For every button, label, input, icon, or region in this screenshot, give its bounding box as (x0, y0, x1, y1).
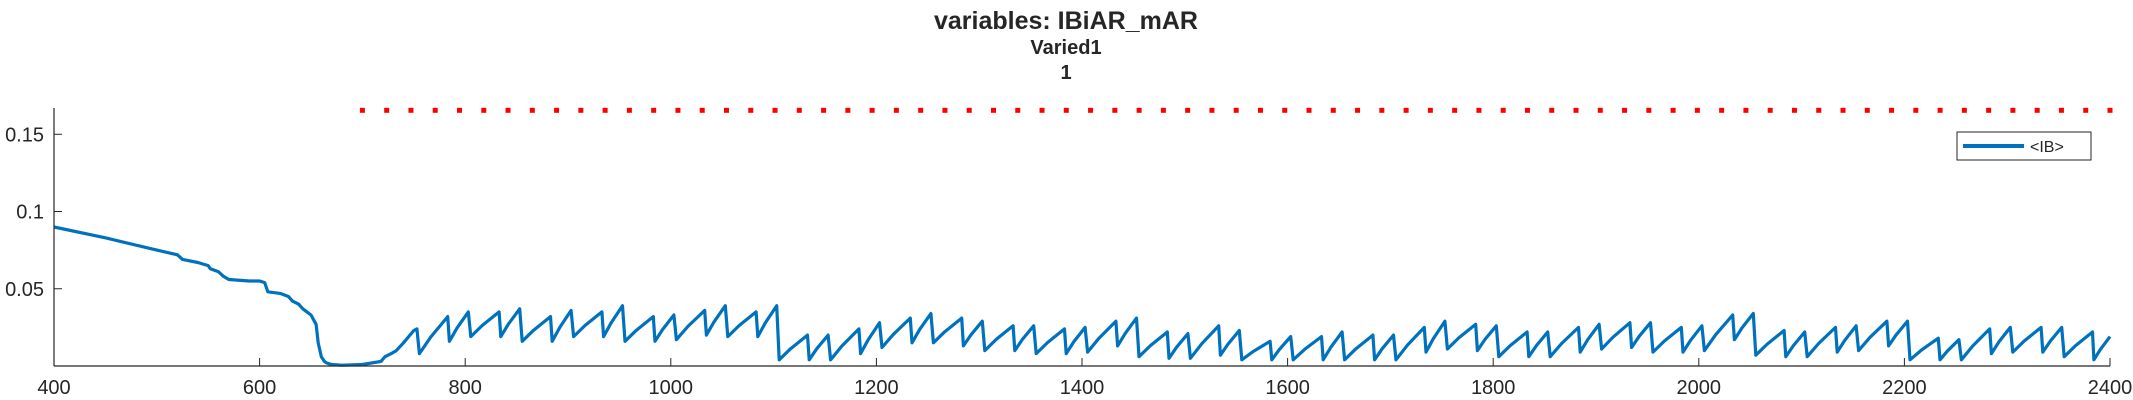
series-line-ib (53, 225, 2112, 367)
marker-dot (918, 107, 924, 113)
marker-dot (1694, 107, 1700, 113)
marker-dot (1767, 107, 1773, 113)
x-tick-label: 1600 (1265, 377, 1310, 399)
marker-dot (1330, 107, 1336, 113)
marker-dot (942, 107, 948, 113)
x-tick-label: 2000 (1677, 377, 1722, 399)
marker-dot (408, 107, 414, 113)
marker-dot (1427, 107, 1433, 113)
x-tick-label: 1200 (854, 377, 899, 399)
marker-dot (2034, 107, 2040, 113)
marker-dot (1791, 107, 1797, 113)
y-axis: 0.05 0.1 0.15 (5, 108, 62, 366)
y-tick-label: 0.05 (5, 279, 44, 301)
marker-dot (699, 107, 705, 113)
marker-dot (384, 107, 390, 113)
marker-dot (723, 107, 729, 113)
legend-label-ib: <IB> (2030, 139, 2064, 156)
marker-dot (1185, 107, 1191, 113)
x-axis: 400 600 800 1000 1200 1400 1600 1800 2000 2200 240… (37, 358, 2132, 399)
marker-dot (602, 107, 608, 113)
y-tick-label: 0.1 (16, 202, 44, 224)
marker-dot (748, 107, 754, 113)
marker-dot (1961, 107, 1967, 113)
marker-dot (1549, 107, 1555, 113)
chart-subtitle: Varied1 (1030, 37, 1101, 59)
marker-dot (2010, 107, 2016, 113)
marker-dot (1524, 107, 1530, 113)
marker-dot (529, 107, 535, 113)
marker-dot (2107, 107, 2113, 113)
marker-dot (1039, 107, 1045, 113)
x-tick-label: 1800 (1471, 377, 1516, 399)
marker-dot (821, 107, 827, 113)
marker-dot (1840, 107, 1846, 113)
marker-dot (1112, 107, 1118, 113)
marker-dot (505, 107, 511, 113)
marker-dot (481, 107, 487, 113)
marker-dot (796, 107, 802, 113)
y-tick-label: 0.15 (5, 124, 44, 146)
marker-dot (675, 107, 681, 113)
marker-dot (1743, 107, 1749, 113)
marker-dot (1937, 107, 1943, 113)
marker-dot (869, 107, 875, 113)
chart-title: variables: IBiAR_mAR (934, 7, 1198, 35)
x-tick-label: 600 (243, 377, 276, 399)
marker-dot (772, 107, 778, 113)
marker-dot (1670, 107, 1676, 113)
chart-subtitle-2: 1 (1060, 62, 1071, 84)
marker-dot (1379, 107, 1385, 113)
x-tick-label: 2400 (2088, 377, 2133, 399)
marker-dot (1500, 107, 1506, 113)
marker-dot (1160, 107, 1166, 113)
marker-dot (1622, 107, 1628, 113)
marker-dot (578, 107, 584, 113)
x-tick-label: 800 (449, 377, 482, 399)
marker-dot (1355, 107, 1361, 113)
marker-dot (1257, 107, 1263, 113)
marker-dot (990, 107, 996, 113)
marker-dot (1306, 107, 1312, 113)
marker-dot (1282, 107, 1288, 113)
plot-area (53, 107, 2113, 367)
marker-dot (432, 107, 438, 113)
marker-dot (651, 107, 657, 113)
marker-dot (1913, 107, 1919, 113)
legend: <IB> (1956, 131, 2092, 161)
marker-dot (1063, 107, 1069, 113)
marker-dot (2058, 107, 2064, 113)
marker-dot (1816, 107, 1822, 113)
marker-dot (1233, 107, 1239, 113)
marker-dot (1864, 107, 1870, 113)
marker-dot (359, 107, 365, 113)
marker-dot (1452, 107, 1458, 113)
marker-dot (2083, 107, 2089, 113)
x-tick-label: 2200 (1882, 377, 1927, 399)
marker-dot (893, 107, 899, 113)
marker-dot (1136, 107, 1142, 113)
marker-dot (1986, 107, 1992, 113)
marker-dot (1476, 107, 1482, 113)
marker-dot (1015, 107, 1021, 113)
x-tick-label: 400 (37, 377, 70, 399)
marker-dot (1889, 107, 1895, 113)
marker-dot (554, 107, 560, 113)
marker-dot (1209, 107, 1215, 113)
marker-dot (1719, 107, 1725, 113)
x-tick-label: 1000 (649, 377, 694, 399)
marker-dot (1403, 107, 1409, 113)
marker-dot (966, 107, 972, 113)
marker-dot (845, 107, 851, 113)
marker-dot (1088, 107, 1094, 113)
x-tick-label: 1400 (1060, 377, 1105, 399)
marker-dot (626, 107, 632, 113)
marker-dot (1646, 107, 1652, 113)
marker-dot (1597, 107, 1603, 113)
marker-dot (1573, 107, 1579, 113)
marker-dot (456, 107, 462, 113)
